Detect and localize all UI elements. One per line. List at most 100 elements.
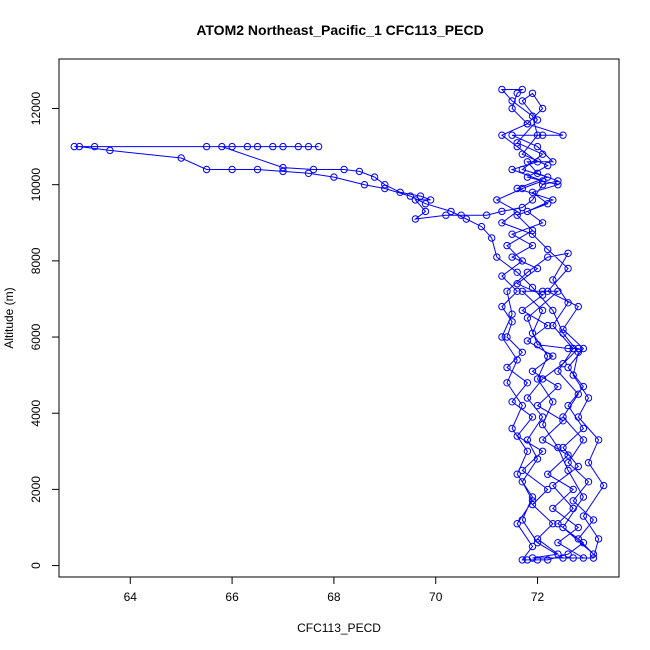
data-point bbox=[411, 196, 420, 204]
series-group bbox=[70, 85, 608, 564]
plot-frame bbox=[58, 58, 620, 578]
data-point bbox=[508, 165, 516, 174]
y-tick-label: 0 bbox=[29, 562, 43, 569]
data-point bbox=[462, 215, 470, 223]
data-point bbox=[426, 196, 435, 204]
x-tick-label: 68 bbox=[327, 590, 341, 604]
data-point bbox=[528, 188, 537, 197]
data-point bbox=[508, 310, 516, 318]
data-point bbox=[294, 142, 302, 151]
data-point bbox=[533, 375, 542, 383]
data-point bbox=[579, 344, 588, 353]
data-point bbox=[340, 165, 348, 174]
data-point bbox=[177, 154, 185, 162]
data-point bbox=[538, 181, 547, 189]
data-point bbox=[574, 302, 582, 311]
data-point bbox=[523, 314, 532, 322]
data-point bbox=[523, 556, 532, 564]
data-point bbox=[538, 219, 547, 227]
data-point bbox=[579, 554, 588, 562]
data-point bbox=[584, 459, 593, 467]
chart-title: ATOM2 Northeast_Pacific_1 CFC113_PECD bbox=[196, 22, 483, 38]
data-point bbox=[411, 215, 420, 223]
data-point bbox=[513, 207, 521, 216]
data-point bbox=[75, 142, 84, 151]
data-point bbox=[513, 142, 521, 151]
data-point bbox=[528, 497, 537, 505]
series-line bbox=[74, 89, 605, 561]
data-point bbox=[447, 207, 455, 216]
data-point bbox=[528, 230, 537, 238]
data-point bbox=[538, 150, 547, 158]
data-point bbox=[584, 478, 593, 486]
data-point bbox=[370, 173, 379, 181]
data-point bbox=[574, 462, 582, 471]
data-point bbox=[396, 188, 404, 197]
data-point bbox=[559, 325, 567, 334]
data-point bbox=[549, 306, 557, 315]
data-point bbox=[574, 535, 582, 543]
data-point bbox=[498, 272, 506, 280]
data-point bbox=[528, 413, 537, 421]
data-point bbox=[528, 196, 537, 204]
data-point bbox=[508, 131, 516, 139]
data-point bbox=[579, 436, 588, 444]
data-point bbox=[533, 539, 542, 547]
data-point bbox=[421, 200, 430, 208]
data-point bbox=[594, 535, 603, 543]
data-point bbox=[202, 142, 211, 151]
data-point bbox=[90, 142, 99, 151]
data-point bbox=[498, 302, 506, 311]
data-point bbox=[600, 481, 608, 490]
data-point bbox=[564, 264, 572, 273]
data-point bbox=[538, 436, 547, 444]
data-point bbox=[355, 167, 364, 176]
data-point bbox=[518, 401, 526, 410]
data-point bbox=[579, 512, 588, 520]
data-point bbox=[508, 253, 516, 261]
data-point bbox=[533, 169, 542, 178]
data-point bbox=[574, 523, 582, 532]
data-point bbox=[253, 142, 262, 151]
data-point bbox=[498, 333, 506, 341]
data-point bbox=[493, 196, 501, 204]
data-point bbox=[544, 352, 552, 360]
x-tick-label: 72 bbox=[531, 590, 545, 604]
data-point bbox=[538, 177, 547, 185]
data-point bbox=[533, 556, 542, 564]
data-point bbox=[579, 424, 588, 433]
data-point bbox=[518, 348, 526, 356]
data-point bbox=[442, 211, 450, 219]
data-point bbox=[518, 150, 526, 158]
data-point bbox=[528, 554, 537, 562]
data-point bbox=[513, 432, 521, 440]
data-point bbox=[518, 516, 526, 524]
data-point bbox=[523, 436, 532, 444]
data-point bbox=[518, 203, 526, 212]
data-point bbox=[544, 485, 552, 494]
data-point bbox=[584, 394, 593, 402]
data-point bbox=[569, 344, 577, 353]
data-point bbox=[533, 142, 542, 151]
data-point bbox=[228, 165, 236, 174]
data-point bbox=[554, 382, 562, 391]
data-point bbox=[574, 413, 582, 421]
data-point bbox=[518, 257, 526, 265]
data-point bbox=[589, 550, 598, 558]
data-point bbox=[523, 207, 532, 216]
data-point bbox=[518, 556, 526, 564]
data-point bbox=[421, 207, 430, 216]
data-point bbox=[304, 142, 313, 151]
data-point bbox=[416, 192, 425, 200]
data-point bbox=[508, 97, 516, 105]
data-point bbox=[528, 241, 537, 250]
data-point bbox=[559, 131, 567, 139]
data-point bbox=[518, 85, 526, 94]
data-point bbox=[544, 321, 552, 330]
data-point bbox=[518, 97, 526, 105]
data-point bbox=[559, 417, 567, 425]
data-point bbox=[523, 394, 532, 402]
data-point bbox=[523, 120, 532, 128]
data-point bbox=[579, 539, 588, 547]
